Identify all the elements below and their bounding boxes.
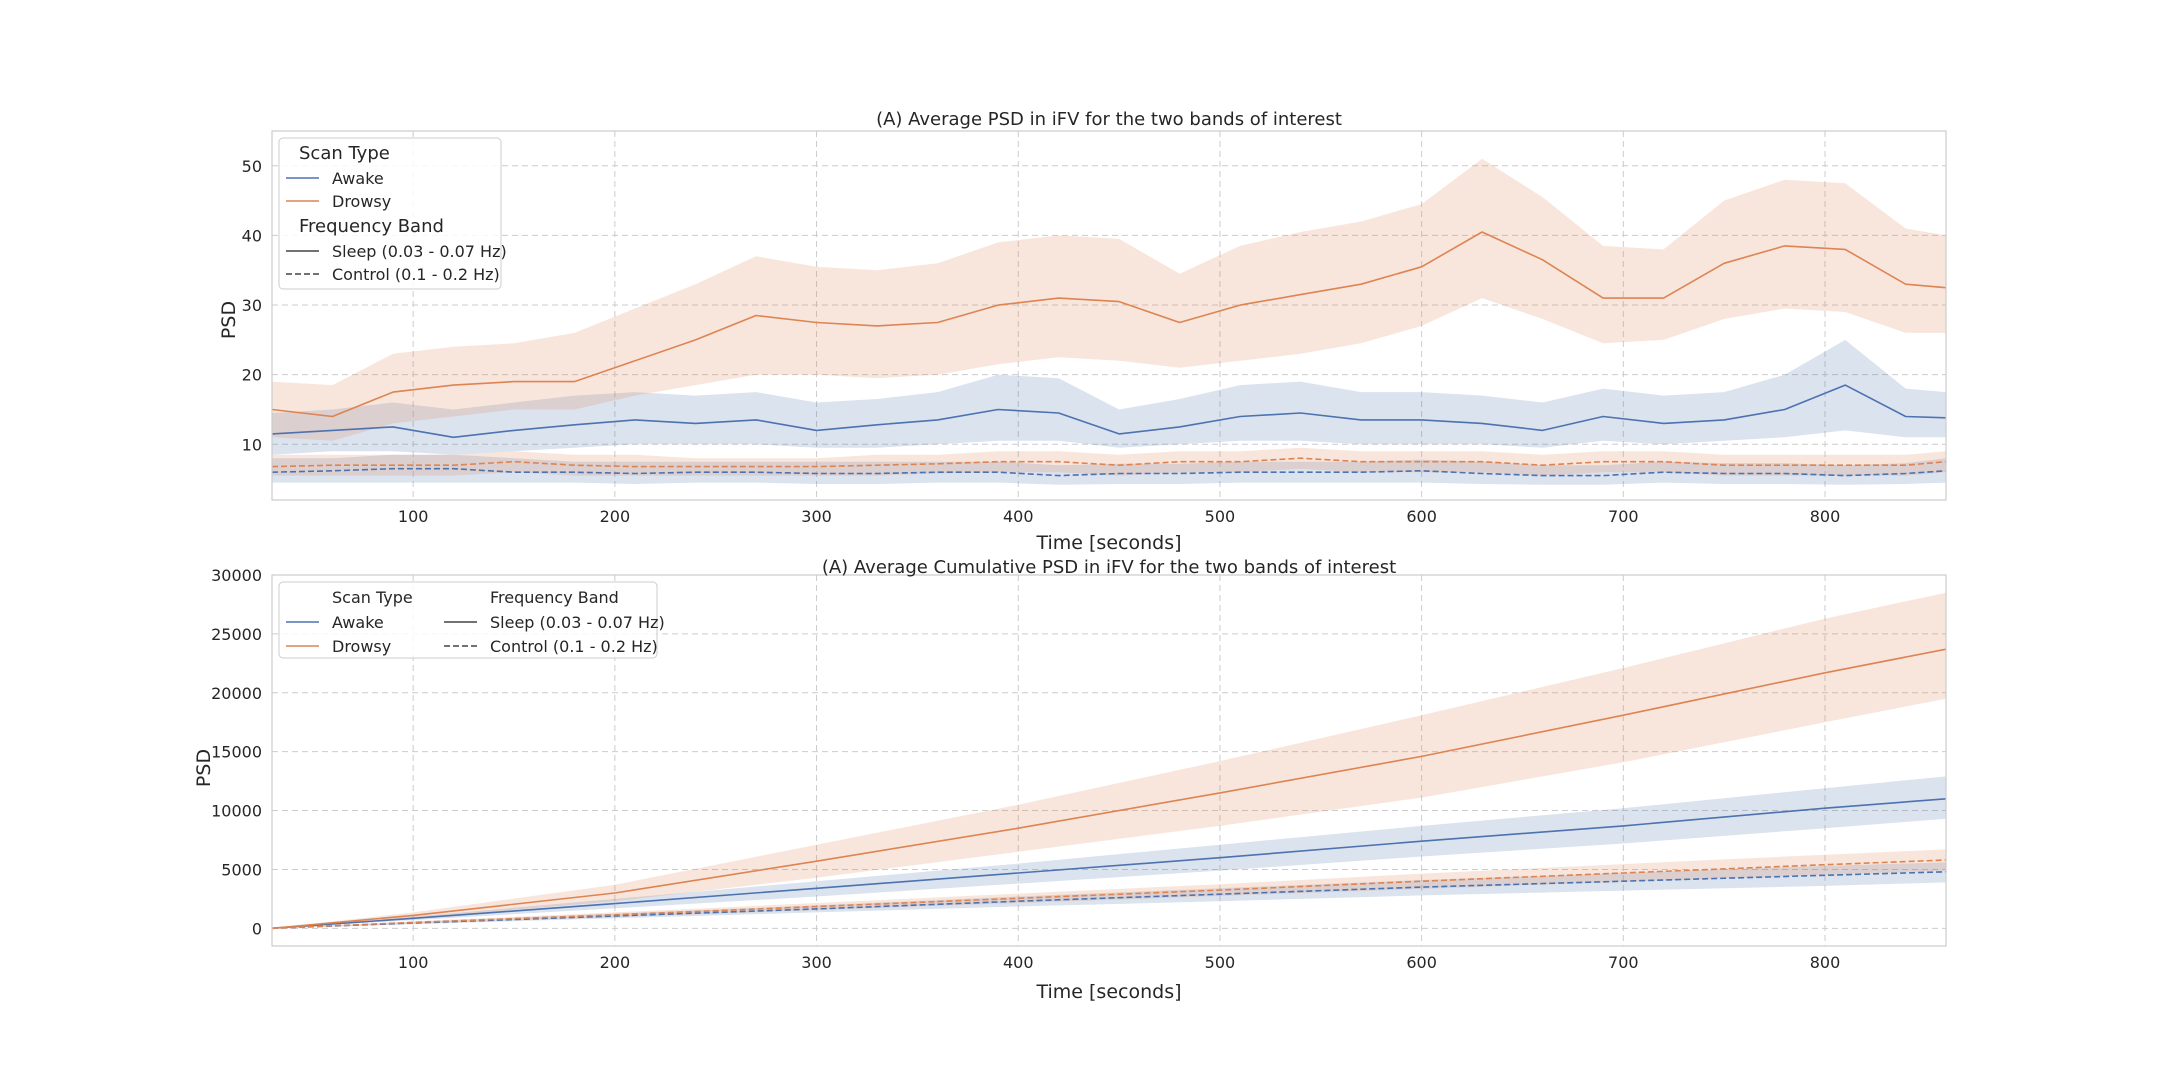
y-tick-label: 10 xyxy=(242,435,262,454)
y-tick-label: 20000 xyxy=(211,684,262,703)
legend-title-frequency-band: Frequency Band xyxy=(490,588,619,607)
x-tick-label: 800 xyxy=(1810,507,1841,526)
y-tick-label: 0 xyxy=(252,919,262,938)
confidence-band xyxy=(272,447,1946,476)
legend-title-scan-type: Scan Type xyxy=(332,588,413,607)
y-tick-label: 10000 xyxy=(211,802,262,821)
series-line xyxy=(271,231,1947,418)
series-line xyxy=(271,871,1947,930)
plot-area xyxy=(271,574,1947,947)
legend-label-awake: Awake xyxy=(332,169,384,188)
x-tick-label: 500 xyxy=(1205,953,1236,972)
x-tick-label: 100 xyxy=(398,953,429,972)
series-line xyxy=(271,384,1947,439)
legend-label-awake: Awake xyxy=(332,613,384,632)
legend-label-sleep: Sleep (0.03 - 0.07 Hz) xyxy=(490,613,665,632)
psd-chart: (A) Average PSD in iFV for the two bands… xyxy=(218,109,1947,554)
x-tick-label: 200 xyxy=(600,953,631,972)
x-tick-label: 500 xyxy=(1205,507,1236,526)
x-tick-label: 700 xyxy=(1608,507,1639,526)
legend-title-frequency-band: Frequency Band xyxy=(299,216,444,237)
x-tick-label: 300 xyxy=(801,507,832,526)
legend-label-control: Control (0.1 - 0.2 Hz) xyxy=(490,637,658,656)
x-axis-label: Time [seconds] xyxy=(1035,532,1181,554)
x-tick-label: 300 xyxy=(801,953,832,972)
x-axis-label: Time [seconds] xyxy=(1035,981,1181,1003)
confidence-band xyxy=(272,592,1946,929)
legend-box xyxy=(278,137,502,290)
x-tick-label: 100 xyxy=(398,507,429,526)
y-axis-label: PSD xyxy=(193,749,215,787)
chart-title: (A) Average PSD in iFV for the two bands… xyxy=(876,109,1342,130)
legend-label-drowsy: Drowsy xyxy=(332,192,391,211)
confidence-band xyxy=(272,454,1946,485)
x-tick-label: 400 xyxy=(1003,507,1034,526)
series-line xyxy=(271,648,1947,930)
y-tick-label: 40 xyxy=(242,226,262,245)
y-tick-label: 15000 xyxy=(211,743,262,762)
legend: Scan Type Awake Drowsy Frequency Band Sleep … xyxy=(278,137,507,290)
chart-title: (A) Average Cumulative PSD in iFV for th… xyxy=(822,557,1396,578)
legend-box xyxy=(278,581,658,659)
confidence-band xyxy=(272,158,1946,441)
y-tick-label: 5000 xyxy=(221,860,262,879)
y-tick-label: 50 xyxy=(242,157,262,176)
y-tick-label: 30000 xyxy=(211,566,262,585)
y-tick-label: 30 xyxy=(242,296,262,315)
confidence-band xyxy=(272,849,1946,929)
x-tick-label: 400 xyxy=(1003,953,1034,972)
cumulative-psd-chart: (A) Average Cumulative PSD in iFV for th… xyxy=(193,557,1947,1003)
series-line xyxy=(271,457,1947,468)
y-tick-label: 20 xyxy=(242,366,262,385)
y-axis-label: PSD xyxy=(218,301,240,339)
x-tick-label: 600 xyxy=(1406,953,1437,972)
x-tick-label: 700 xyxy=(1608,953,1639,972)
x-tick-label: 600 xyxy=(1406,507,1437,526)
plot-area xyxy=(271,130,1947,501)
legend-label-sleep: Sleep (0.03 - 0.07 Hz) xyxy=(332,242,507,261)
x-tick-label: 800 xyxy=(1810,953,1841,972)
legend: Scan Type Awake Drowsy Frequency Band Sleep … xyxy=(278,581,665,659)
legend-title-scan-type: Scan Type xyxy=(299,143,390,164)
y-tick-label: 25000 xyxy=(211,625,262,644)
series-line xyxy=(271,467,1947,477)
plot-frame xyxy=(271,130,1947,501)
legend-label-drowsy: Drowsy xyxy=(332,637,391,656)
series-line xyxy=(271,859,1947,930)
legend-label-control: Control (0.1 - 0.2 Hz) xyxy=(332,265,500,284)
x-tick-label: 200 xyxy=(600,507,631,526)
confidence-band xyxy=(272,339,1946,455)
series-line xyxy=(271,798,1947,930)
plot-frame xyxy=(271,574,1947,947)
